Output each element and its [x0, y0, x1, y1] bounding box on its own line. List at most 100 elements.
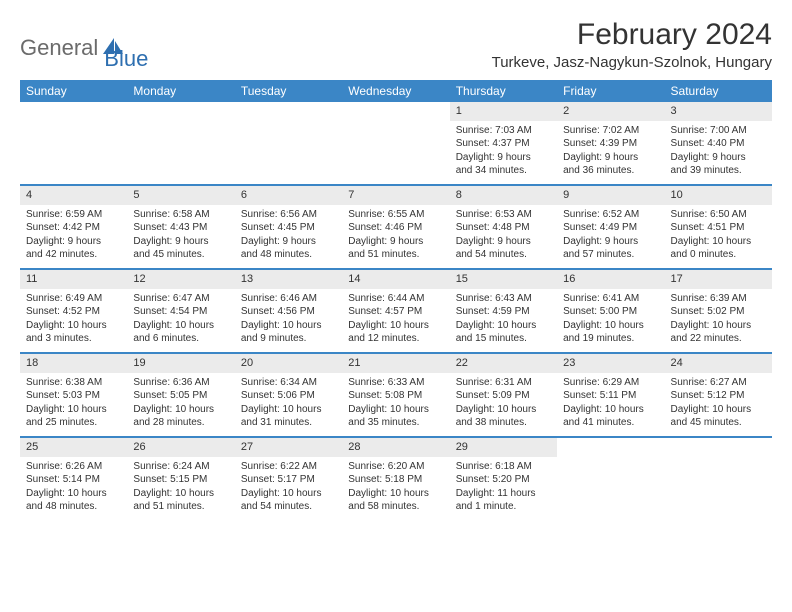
day-body: Sunrise: 6:38 AMSunset: 5:03 PMDaylight:…: [20, 373, 127, 434]
header: General Blue February 2024 Turkeve, Jasz…: [20, 18, 772, 72]
day-cell: 13Sunrise: 6:46 AMSunset: 4:56 PMDayligh…: [235, 270, 342, 352]
dow-cell: Sunday: [20, 80, 127, 102]
sunset-text: Sunset: 5:05 PM: [133, 389, 228, 403]
day-number: 17: [665, 270, 772, 289]
daylight-text: and 41 minutes.: [563, 416, 658, 430]
daylight-text: and 19 minutes.: [563, 332, 658, 346]
sunrise-text: Sunrise: 6:43 AM: [456, 292, 551, 306]
sunset-text: Sunset: 4:42 PM: [26, 221, 121, 235]
sunset-text: Sunset: 5:17 PM: [241, 473, 336, 487]
day-body: Sunrise: 6:39 AMSunset: 5:02 PMDaylight:…: [665, 289, 772, 350]
day-cell: [557, 438, 664, 520]
sunset-text: Sunset: 4:57 PM: [348, 305, 443, 319]
daylight-text: Daylight: 10 hours: [241, 319, 336, 333]
day-cell: 18Sunrise: 6:38 AMSunset: 5:03 PMDayligh…: [20, 354, 127, 436]
day-cell: [342, 102, 449, 184]
daylight-text: and 22 minutes.: [671, 332, 766, 346]
day-cell: 10Sunrise: 6:50 AMSunset: 4:51 PMDayligh…: [665, 186, 772, 268]
day-body: [342, 106, 449, 113]
daylight-text: and 39 minutes.: [671, 164, 766, 178]
day-number: 7: [342, 186, 449, 205]
day-body: Sunrise: 6:34 AMSunset: 5:06 PMDaylight:…: [235, 373, 342, 434]
sunrise-text: Sunrise: 6:24 AM: [133, 460, 228, 474]
daylight-text: and 51 minutes.: [348, 248, 443, 262]
day-body: Sunrise: 6:56 AMSunset: 4:45 PMDaylight:…: [235, 205, 342, 266]
day-number: 28: [342, 438, 449, 457]
sunset-text: Sunset: 5:18 PM: [348, 473, 443, 487]
day-cell: 21Sunrise: 6:33 AMSunset: 5:08 PMDayligh…: [342, 354, 449, 436]
day-body: Sunrise: 6:20 AMSunset: 5:18 PMDaylight:…: [342, 457, 449, 518]
daylight-text: Daylight: 9 hours: [348, 235, 443, 249]
sunset-text: Sunset: 4:48 PM: [456, 221, 551, 235]
sunset-text: Sunset: 5:11 PM: [563, 389, 658, 403]
daylight-text: Daylight: 10 hours: [671, 319, 766, 333]
day-cell: 6Sunrise: 6:56 AMSunset: 4:45 PMDaylight…: [235, 186, 342, 268]
daylight-text: and 57 minutes.: [563, 248, 658, 262]
day-body: Sunrise: 6:36 AMSunset: 5:05 PMDaylight:…: [127, 373, 234, 434]
daylight-text: Daylight: 10 hours: [456, 319, 551, 333]
day-cell: 16Sunrise: 6:41 AMSunset: 5:00 PMDayligh…: [557, 270, 664, 352]
sunset-text: Sunset: 4:40 PM: [671, 137, 766, 151]
day-cell: 9Sunrise: 6:52 AMSunset: 4:49 PMDaylight…: [557, 186, 664, 268]
daylight-text: Daylight: 10 hours: [348, 403, 443, 417]
sunrise-text: Sunrise: 7:02 AM: [563, 124, 658, 138]
weeks-container: 1Sunrise: 7:03 AMSunset: 4:37 PMDaylight…: [20, 102, 772, 520]
daylight-text: and 35 minutes.: [348, 416, 443, 430]
sunrise-text: Sunrise: 6:33 AM: [348, 376, 443, 390]
daylight-text: Daylight: 9 hours: [671, 151, 766, 165]
day-number: 8: [450, 186, 557, 205]
daylight-text: and 36 minutes.: [563, 164, 658, 178]
sunset-text: Sunset: 5:03 PM: [26, 389, 121, 403]
daylight-text: and 28 minutes.: [133, 416, 228, 430]
day-cell: 14Sunrise: 6:44 AMSunset: 4:57 PMDayligh…: [342, 270, 449, 352]
sunset-text: Sunset: 4:45 PM: [241, 221, 336, 235]
day-body: Sunrise: 6:43 AMSunset: 4:59 PMDaylight:…: [450, 289, 557, 350]
daylight-text: Daylight: 10 hours: [348, 319, 443, 333]
day-number: 27: [235, 438, 342, 457]
day-cell: 12Sunrise: 6:47 AMSunset: 4:54 PMDayligh…: [127, 270, 234, 352]
dow-cell: Wednesday: [342, 80, 449, 102]
day-number: 13: [235, 270, 342, 289]
day-cell: 29Sunrise: 6:18 AMSunset: 5:20 PMDayligh…: [450, 438, 557, 520]
day-body: Sunrise: 6:46 AMSunset: 4:56 PMDaylight:…: [235, 289, 342, 350]
daylight-text: and 42 minutes.: [26, 248, 121, 262]
daylight-text: Daylight: 9 hours: [563, 151, 658, 165]
day-number: 16: [557, 270, 664, 289]
week-row: 4Sunrise: 6:59 AMSunset: 4:42 PMDaylight…: [20, 184, 772, 268]
daylight-text: Daylight: 9 hours: [133, 235, 228, 249]
sunrise-text: Sunrise: 6:53 AM: [456, 208, 551, 222]
day-body: Sunrise: 6:18 AMSunset: 5:20 PMDaylight:…: [450, 457, 557, 518]
day-number: 10: [665, 186, 772, 205]
day-body: Sunrise: 7:02 AMSunset: 4:39 PMDaylight:…: [557, 121, 664, 182]
daylight-text: and 54 minutes.: [241, 500, 336, 514]
day-number: 24: [665, 354, 772, 373]
daylight-text: Daylight: 10 hours: [133, 403, 228, 417]
daylight-text: Daylight: 9 hours: [456, 151, 551, 165]
brand-part2: Blue: [104, 46, 148, 72]
day-number: 21: [342, 354, 449, 373]
sunrise-text: Sunrise: 6:18 AM: [456, 460, 551, 474]
day-body: [20, 106, 127, 113]
daylight-text: Daylight: 10 hours: [241, 403, 336, 417]
sunrise-text: Sunrise: 6:50 AM: [671, 208, 766, 222]
daylight-text: and 54 minutes.: [456, 248, 551, 262]
brand-part1: General: [20, 35, 98, 61]
day-cell: 3Sunrise: 7:00 AMSunset: 4:40 PMDaylight…: [665, 102, 772, 184]
daylight-text: Daylight: 10 hours: [563, 319, 658, 333]
day-cell: 8Sunrise: 6:53 AMSunset: 4:48 PMDaylight…: [450, 186, 557, 268]
day-cell: [20, 102, 127, 184]
daylight-text: Daylight: 10 hours: [241, 487, 336, 501]
sunset-text: Sunset: 5:20 PM: [456, 473, 551, 487]
dow-cell: Monday: [127, 80, 234, 102]
sunset-text: Sunset: 5:12 PM: [671, 389, 766, 403]
daylight-text: Daylight: 9 hours: [26, 235, 121, 249]
day-number: 6: [235, 186, 342, 205]
day-number: 22: [450, 354, 557, 373]
week-row: 18Sunrise: 6:38 AMSunset: 5:03 PMDayligh…: [20, 352, 772, 436]
month-title: February 2024: [492, 18, 772, 52]
daylight-text: Daylight: 10 hours: [671, 235, 766, 249]
day-number: 1: [450, 102, 557, 121]
title-block: February 2024 Turkeve, Jasz-Nagykun-Szol…: [492, 18, 772, 71]
day-number: 29: [450, 438, 557, 457]
day-body: Sunrise: 6:31 AMSunset: 5:09 PMDaylight:…: [450, 373, 557, 434]
